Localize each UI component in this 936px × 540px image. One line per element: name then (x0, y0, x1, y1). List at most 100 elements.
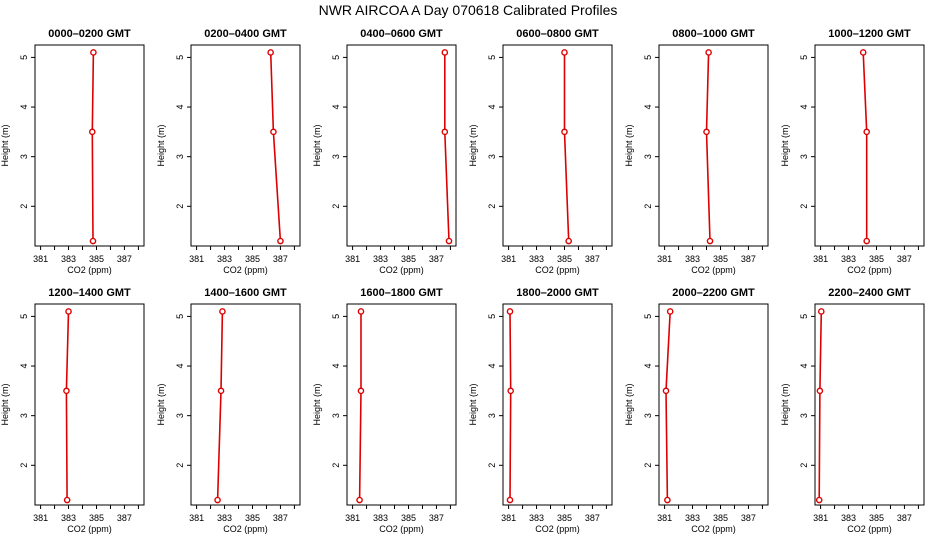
x-tick-label: 383 (685, 254, 700, 264)
y-tick-label: 2 (175, 204, 185, 209)
x-axis-label: CO2 (ppm) (847, 265, 892, 275)
x-tick-label: 387 (585, 254, 600, 264)
panel-title: 1800–2000 GMT (516, 287, 599, 299)
x-tick-label: 383 (841, 513, 856, 523)
page-title: NWR AIRCOA A Day 070618 Calibrated Profi… (318, 2, 618, 18)
x-axis-label: CO2 (ppm) (691, 524, 736, 534)
profile-panel: 1200–1400 GMT 381 383 385 387 CO2 (ppm) 2 3 4 5 He… (0, 287, 145, 534)
x-tick-label: 383 (529, 513, 544, 523)
y-axis-label: Height (m) (468, 383, 478, 425)
y-tick-label: 5 (331, 314, 341, 319)
x-tick-label: 385 (401, 254, 416, 264)
panel-title: 0600–0800 GMT (516, 28, 599, 40)
y-tick-label: 5 (799, 55, 809, 60)
y-axis-label: Height (m) (156, 124, 166, 166)
y-tick-label: 3 (19, 413, 29, 418)
plot-frame (658, 303, 769, 506)
x-tick-label: 381 (657, 254, 672, 264)
y-axis-label: Height (m) (624, 124, 634, 166)
data-point (859, 49, 867, 56)
x-tick-label: 387 (117, 513, 132, 523)
panel-title: 2200–2400 GMT (828, 287, 911, 299)
data-point (506, 308, 514, 315)
panel-title: 0800–1000 GMT (672, 28, 755, 40)
data-point (506, 496, 514, 504)
profile-line (818, 311, 823, 501)
x-tick-label: 387 (741, 254, 756, 264)
x-tick-label: 383 (373, 513, 388, 523)
x-tick-label: 381 (501, 254, 516, 264)
x-tick-label: 387 (741, 513, 756, 523)
y-tick-label: 3 (19, 154, 29, 159)
y-tick-label: 4 (175, 105, 185, 110)
profile-panel: 1600–1800 GMT 381 383 385 387 CO2 (ppm) 2 3 4 5 He… (312, 287, 457, 534)
profile-panel: 0200–0400 GMT 381 383 385 387 CO2 (ppm) 2 3 4 5 He… (156, 28, 301, 275)
y-tick-label: 2 (331, 204, 341, 209)
x-tick-label: 385 (401, 513, 416, 523)
x-tick-label: 385 (245, 513, 260, 523)
profile-line (509, 311, 512, 501)
profile-panel: 1800–2000 GMT 381 383 385 387 CO2 (ppm) 2 3 4 5 He… (468, 287, 613, 534)
y-tick-label: 4 (331, 364, 341, 369)
panel-title: 0000–0200 GMT (48, 28, 131, 40)
profile-panel: 0000–0200 GMT 381 383 385 387 CO2 (ppm) 2 3 4 5 He… (0, 28, 145, 275)
x-axis-label: CO2 (ppm) (535, 265, 580, 275)
profile-line (216, 311, 224, 501)
x-axis-label: CO2 (ppm) (67, 265, 112, 275)
y-tick-label: 5 (487, 55, 497, 60)
data-point (88, 128, 96, 136)
panel-title: 2000–2200 GMT (672, 287, 755, 299)
y-axis-label: Height (m) (156, 383, 166, 425)
x-tick-label: 385 (89, 254, 104, 264)
plot-frame (346, 44, 457, 247)
data-point (816, 387, 824, 395)
profile-panel: 0600–0800 GMT 381 383 385 387 CO2 (ppm) 2 3 4 5 He… (468, 28, 613, 275)
data-point (815, 496, 823, 504)
x-tick-label: 387 (897, 254, 912, 264)
y-tick-label: 4 (799, 364, 809, 369)
y-tick-label: 4 (643, 364, 653, 369)
x-axis-label: CO2 (ppm) (379, 524, 424, 534)
data-point (863, 237, 871, 245)
y-axis-label: Height (m) (0, 383, 10, 425)
x-tick-label: 381 (501, 513, 516, 523)
data-point (219, 308, 226, 315)
y-tick-label: 5 (175, 314, 185, 319)
x-tick-label: 383 (529, 254, 544, 264)
y-tick-label: 2 (799, 204, 809, 209)
data-point (357, 308, 365, 315)
data-point (445, 237, 453, 245)
x-tick-label: 385 (557, 513, 572, 523)
x-tick-label: 381 (657, 513, 672, 523)
x-tick-label: 383 (373, 254, 388, 264)
x-axis-label: CO2 (ppm) (691, 265, 736, 275)
y-tick-label: 4 (331, 105, 341, 110)
x-tick-label: 387 (429, 513, 444, 523)
y-tick-label: 2 (799, 463, 809, 468)
profile-panel: 0800–1000 GMT 381 383 385 387 CO2 (ppm) 2 3 4 5 He… (624, 28, 769, 275)
plot-frame (34, 44, 145, 247)
y-tick-label: 2 (19, 463, 29, 468)
x-axis-label: CO2 (ppm) (223, 524, 268, 534)
profile-line (705, 52, 711, 242)
x-axis-label: CO2 (ppm) (223, 265, 268, 275)
data-point (356, 496, 363, 504)
x-tick-label: 387 (897, 513, 912, 523)
data-point (561, 128, 568, 136)
panel-title: 1600–1800 GMT (360, 287, 443, 299)
x-axis-label: CO2 (ppm) (67, 524, 112, 534)
y-axis-label: Height (m) (312, 124, 322, 166)
x-tick-label: 385 (89, 513, 104, 523)
plot-frame (814, 303, 925, 506)
x-tick-label: 381 (345, 513, 360, 523)
profile-line (665, 311, 671, 501)
x-tick-label: 383 (217, 513, 232, 523)
y-tick-label: 5 (643, 314, 653, 319)
y-axis-label: Height (m) (780, 124, 790, 166)
profile-line (563, 52, 570, 242)
data-point (63, 387, 70, 395)
y-tick-label: 5 (331, 55, 341, 60)
panel-title: 1200–1400 GMT (48, 287, 131, 299)
x-tick-label: 385 (557, 254, 572, 264)
data-point (705, 49, 712, 56)
